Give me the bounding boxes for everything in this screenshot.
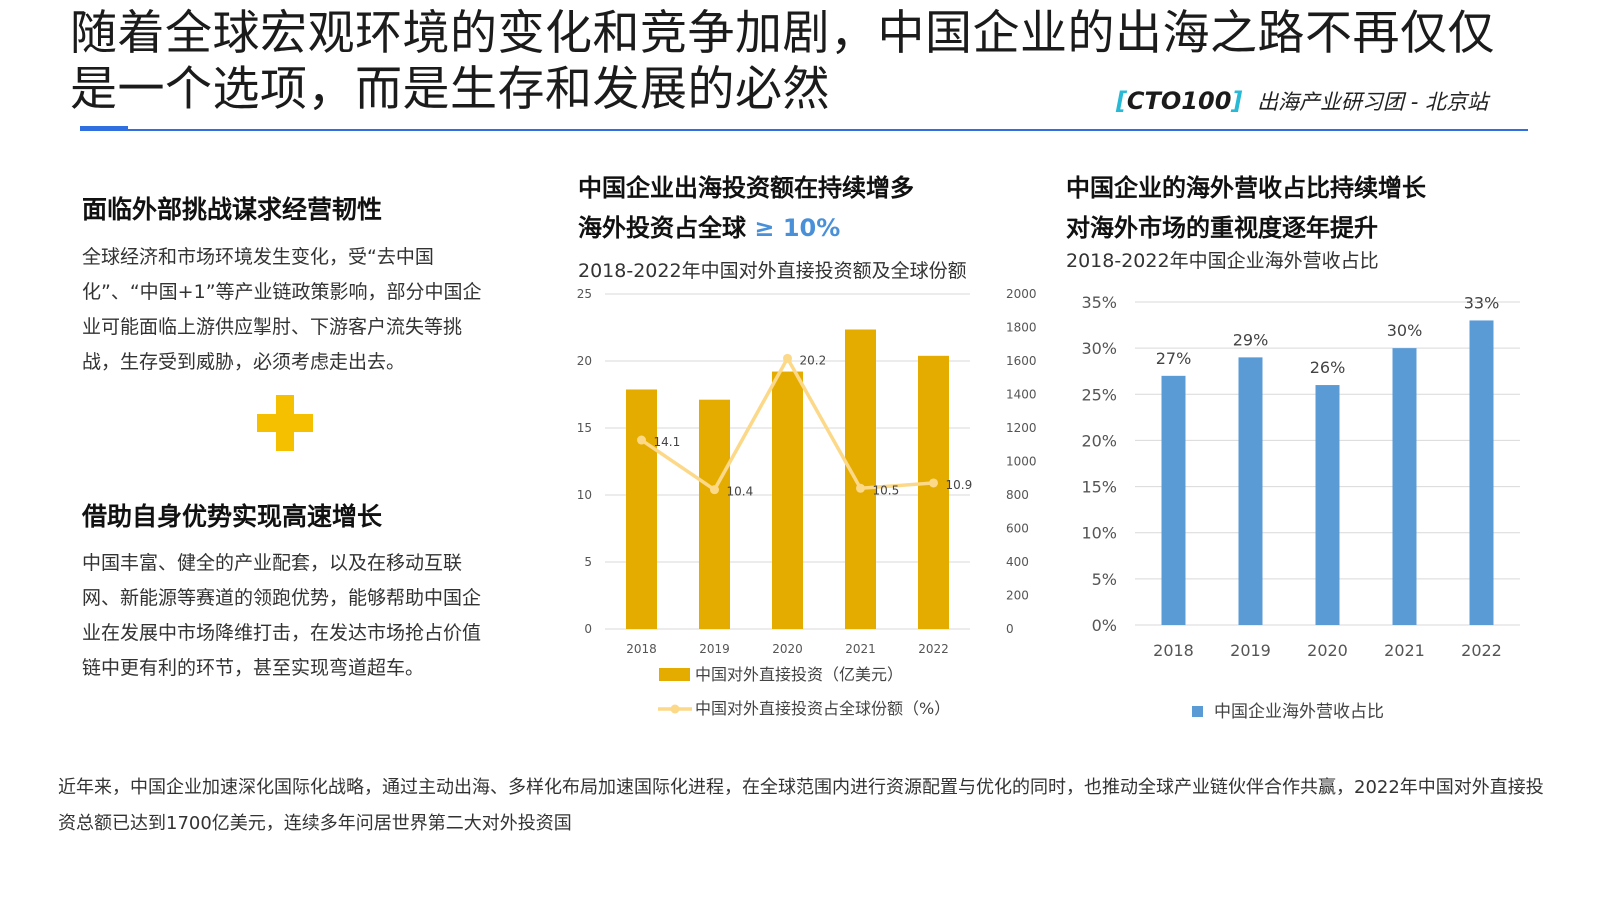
section1-body: 全球经济和市场环境发生变化，受“去中国化”、“中国+1”等产业链政策影响，部分中… (82, 246, 482, 373)
chart1-x-tick: 2020 (772, 642, 803, 656)
chart1-heading-line1: 中国企业出海投资额在持续增多 (578, 174, 914, 202)
chart1-right-tick: 1600 (1006, 354, 1037, 368)
chart2-bar (1161, 375, 1186, 625)
chart1-share-label: 10.4 (727, 485, 754, 499)
chart1-bar (845, 329, 876, 629)
chart1-x-tick: 2018 (626, 642, 657, 656)
chart2-bar-label: 26% (1310, 358, 1346, 377)
chart2-heading-line1: 中国企业的海外营收占比持续增长 (1066, 174, 1426, 202)
chart1-bar (699, 399, 730, 629)
chart1-legend-line-marker (670, 704, 680, 714)
chart1-right-tick: 200 (1006, 589, 1029, 603)
chart2-bar (1315, 385, 1340, 625)
chart2-y-tick: 5% (1092, 570, 1117, 589)
chart1-left-tick: 5 (584, 555, 592, 569)
chart1-x-tick: 2022 (918, 642, 949, 656)
chart2-heading-line2: 对海外市场的重视度逐年提升 (1066, 214, 1378, 242)
chart1-left-tick: 15 (577, 421, 592, 435)
chart2-y-tick: 35% (1081, 293, 1117, 312)
chart2-x-tick: 2021 (1384, 641, 1425, 660)
chart2-heading: 中国企业的海外营收占比持续增长 对海外市场的重视度逐年提升 (1066, 168, 1426, 248)
chart2-y-tick: 10% (1081, 524, 1117, 543)
chart1-share-label: 14.1 (654, 435, 681, 449)
chart2-bar (1469, 320, 1494, 625)
section2-body: 中国丰富、健全的产业配套，以及在移动互联网、新能源等赛道的领跑优势，能够帮助中国… (82, 552, 482, 679)
header-accent-bar (80, 126, 128, 131)
chart1-share-label: 10.9 (946, 478, 973, 492)
chart1-bar (918, 355, 949, 629)
chart2-y-tick: 25% (1081, 385, 1117, 404)
chart1-investment: 0 5 10 15 20 25 0 200 400 600 800 1000 1200 1400 1600 1… (577, 287, 1037, 718)
chart2-bar-label: 29% (1233, 330, 1269, 349)
chart1-right-tick: 600 (1006, 522, 1029, 536)
chart1-right-tick: 0 (1006, 622, 1014, 636)
chart2-legend-swatch (1192, 706, 1203, 717)
brand-logo: [CTO100] (1115, 87, 1243, 115)
chart2-bar-label: 27% (1156, 349, 1192, 368)
chart1-heading: 中国企业出海投资额在持续增多 海外投资占全球 ≥ 10% (578, 168, 914, 248)
chart1-left-tick: 10 (577, 488, 592, 502)
chart1-right-tick: 1000 (1006, 455, 1037, 469)
chart2-x-tick: 2019 (1230, 641, 1271, 660)
chart2-y-tick: 20% (1081, 431, 1117, 450)
chart2-overseas-revenue: 0% 5% 10% 15% 20% 25% 30% 35% 27% 2018 29% 2019 26% 2… (1081, 293, 1520, 722)
section2-heading: 借助自身优势实现高速增长 (82, 502, 383, 531)
chart1-share-point (856, 483, 865, 493)
chart2-x-tick: 2018 (1153, 641, 1194, 660)
chart2-y-tick: 30% (1081, 339, 1117, 358)
chart2-x-tick: 2022 (1461, 641, 1502, 660)
chart2-bar-label: 33% (1464, 293, 1500, 312)
chart1-share-label: 20.2 (800, 353, 827, 367)
chart1-right-tick: 400 (1006, 555, 1029, 569)
chart1-share-label: 10.5 (873, 483, 900, 497)
chart1-heading-line2: 海外投资占全球 ≥ 10% (578, 214, 841, 242)
chart1-subtitle: 2018-2022年中国对外直接投资额及全球份额 (578, 260, 967, 282)
plus-icon (257, 395, 313, 451)
chart1-legend-line-label: 中国对外直接投资占全球份额（%） (695, 699, 950, 718)
chart1-left-tick: 25 (577, 287, 592, 301)
chart1-share-point (710, 485, 719, 495)
chart1-share-point (637, 435, 646, 445)
chart2-bar (1238, 357, 1263, 625)
page-title: 随着全球宏观环境的变化和竞争加剧，中国企业的出海之路不再仅仅是一个选项，而是生存… (70, 6, 1495, 117)
brand-text: 出海产业研习团 - 北京站 (1257, 90, 1488, 114)
chart1-right-tick: 1800 (1006, 321, 1037, 335)
chart1-right-tick: 2000 (1006, 287, 1037, 301)
chart1-right-tick: 800 (1006, 488, 1029, 502)
brand-block: [CTO100] 出海产业研习团 - 北京站 (1116, 86, 1488, 116)
chart1-x-tick: 2019 (699, 642, 730, 656)
chart1-left-tick: 0 (584, 622, 592, 636)
chart2-x-tick: 2020 (1307, 641, 1348, 660)
chart1-left-tick: 20 (577, 354, 592, 368)
chart2-y-tick: 0% (1092, 616, 1117, 635)
chart1-right-tick: 1200 (1006, 421, 1037, 435)
chart1-legend-bar-swatch (659, 668, 690, 681)
chart2-legend-label: 中国企业海外营收占比 (1214, 702, 1384, 722)
chart1-share-point (783, 353, 792, 363)
chart1-bar (626, 389, 657, 629)
chart1-legend-bar-label: 中国对外直接投资（亿美元） (695, 665, 903, 684)
chart1-right-tick: 1400 (1006, 388, 1037, 402)
chart2-bar (1392, 348, 1417, 625)
section1-heading: 面临外部挑战谋求经营韧性 (82, 195, 383, 224)
chart2-bar-label: 30% (1387, 321, 1423, 340)
chart1-highlight: ≥ 10% (754, 214, 841, 242)
chart2-subtitle: 2018-2022年中国企业海外营收占比 (1066, 250, 1379, 272)
header-divider (80, 129, 1528, 131)
chart1-share-point (929, 478, 938, 488)
footer-summary: 近年来，中国企业加速深化国际化战略，通过主动出海、多样化布局加速国际化进程，在全… (58, 777, 1544, 834)
chart1-bar (772, 371, 803, 629)
chart1-x-tick: 2021 (845, 642, 876, 656)
chart2-y-tick: 15% (1081, 478, 1117, 497)
